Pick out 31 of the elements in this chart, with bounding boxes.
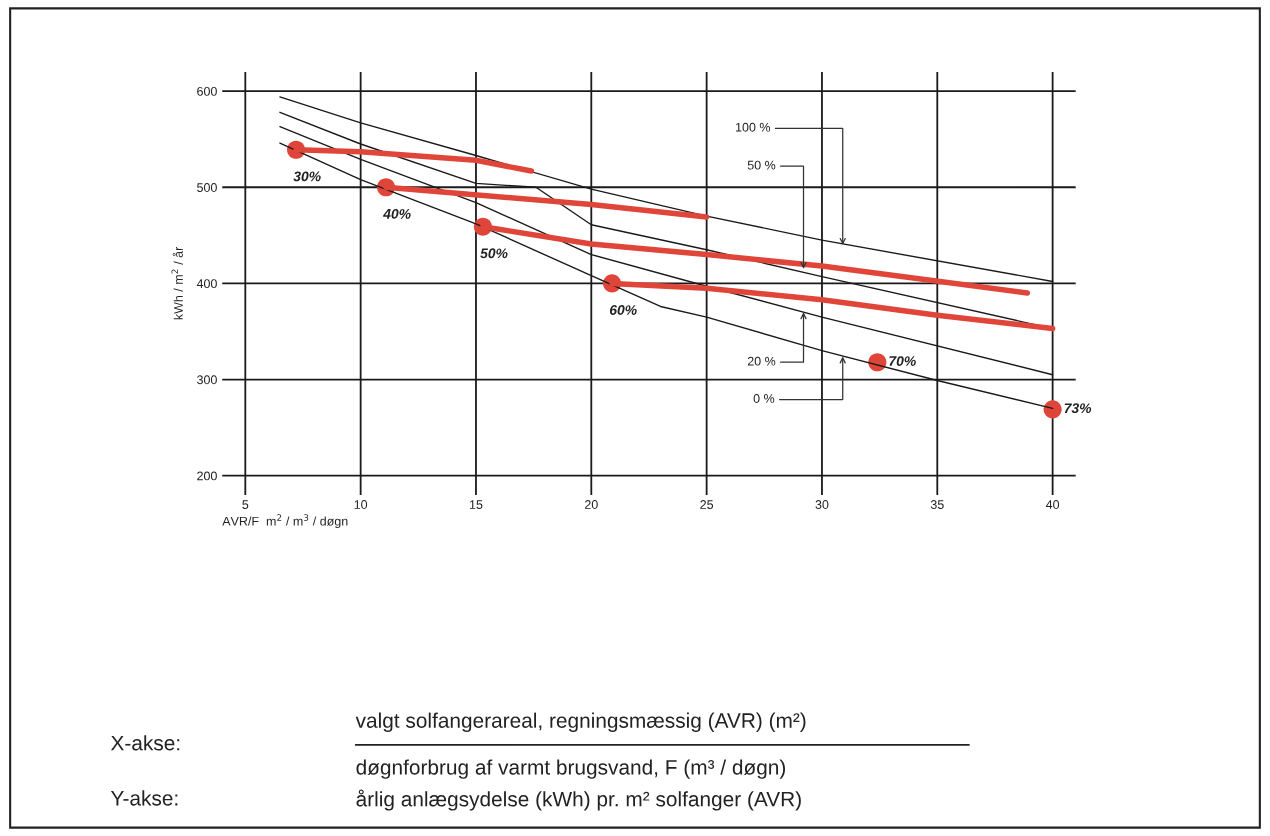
- annotation: 0 %: [753, 394, 775, 403]
- text: valgt solfangerareal, regningsmæssig (AVR) (m²): [355, 712, 806, 733]
- y-axis-title: kWh / m$^{2}$ / år: [171, 246, 183, 320]
- x-axis-title: AVR/F m$^{2}$ / m$^{3}$ / døgn: [222, 514, 348, 529]
- y-tick-label: 400: [196, 279, 217, 289]
- annotation: 73%: [1064, 403, 1092, 414]
- x-tick-label: 25: [700, 500, 714, 509]
- annotation: 70%: [889, 356, 916, 366]
- text: døgnforbrug af varmt brugsvand, F (m³ / døgn): [356, 759, 786, 779]
- point: [1043, 400, 1062, 419]
- x-tick-label: 5: [242, 500, 249, 509]
- annotation: 50%: [480, 248, 508, 259]
- x-tick-label: 35: [930, 500, 944, 509]
- x-tick-label: 30: [815, 500, 829, 509]
- annotation: 100 %: [736, 122, 771, 132]
- x-tick-label: 40: [1045, 500, 1060, 509]
- annotation: 50 %: [747, 160, 776, 170]
- text: X-akse:: [110, 735, 180, 751]
- annotation: 60%: [609, 305, 637, 315]
- annotation: 20 %: [747, 356, 776, 366]
- annotation: 30%: [293, 171, 321, 182]
- y-tick-label: 200: [197, 471, 217, 481]
- x-tick-label: 10: [354, 500, 368, 509]
- y-tick-label: 300: [197, 375, 217, 385]
- text: årlig anlægsydelse (kWh) pr. m² solfanger (AVR): [356, 789, 801, 811]
- annotation: 40%: [383, 208, 411, 219]
- x-tick-label: 15: [469, 500, 483, 509]
- text: Y-akse:: [110, 790, 178, 806]
- y-tick-label: 500: [197, 183, 217, 192]
- y-tick-label: 600: [197, 86, 217, 96]
- x-tick-label: 20: [584, 500, 598, 509]
